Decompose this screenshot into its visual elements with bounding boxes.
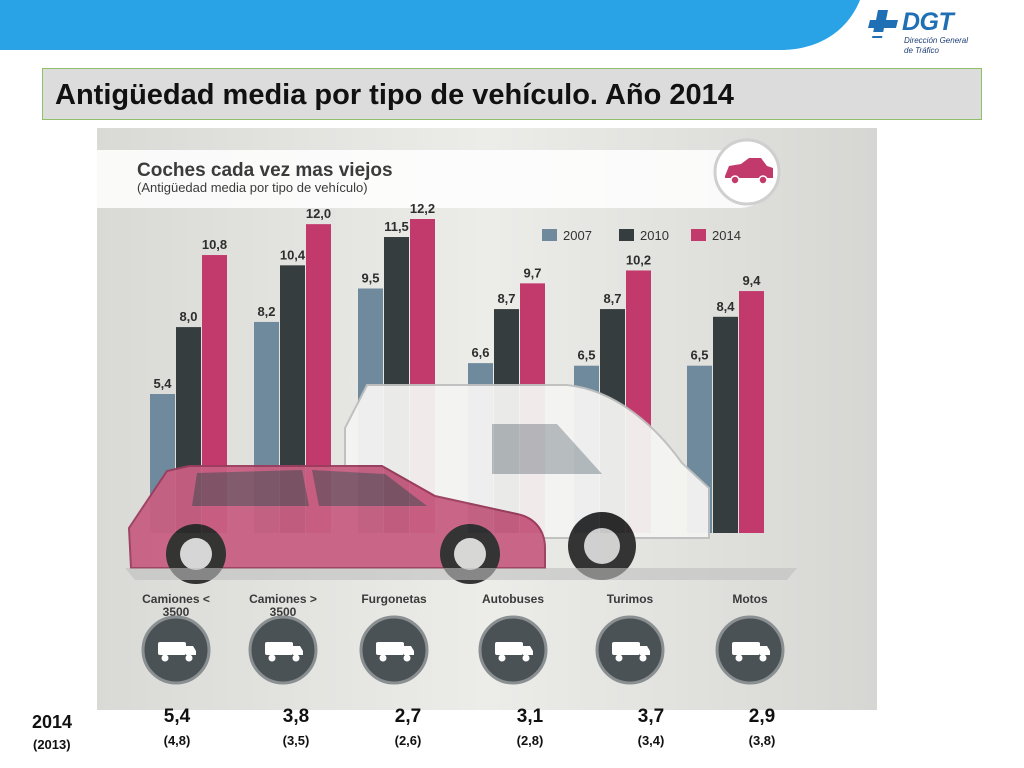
dgt-emblem-icon [868,10,898,38]
legend-swatch-2007 [542,229,557,241]
bus-icon [478,615,548,685]
bar-label-2007-1: 8,2 [257,304,275,319]
bar-label-2007-0: 5,4 [153,376,172,391]
category-label-0: Camiones <3500 [142,592,210,619]
category-label-2: Furgonetas [361,592,427,606]
large-truck-icon [248,615,318,685]
bar-2010-5 [713,316,738,533]
chart-subtitle: (Antigüedad media por tipo de vehículo) [137,180,368,195]
small-truck-icon [141,615,211,685]
stats-year-label: 2014 [32,712,73,732]
bar-label-2010-2: 11,5 [384,219,409,234]
bar-label-2010-3: 8,7 [497,291,515,306]
stat-value-camiones-lt-3500: 5,4 [163,706,191,727]
bar-2014-5 [739,291,764,533]
van-icon [359,615,429,685]
dgt-logo: DGT Dirección General de Tráfico [868,6,1018,62]
brand-name: DGT [902,8,954,36]
category-label-5: Motos [732,592,768,606]
bar-label-2010-0: 8,0 [179,309,197,324]
bar-label-2007-5: 6,5 [690,348,708,363]
stat-prev-furgonetas: (2,6) [394,733,422,748]
motorcycle-icon [715,615,785,685]
car-icon [595,615,665,685]
bar-label-2007-2: 9,5 [361,270,379,285]
stat-value-motos: 2,9 [748,706,776,727]
brand-subtitle-2: de Tráfico [904,46,939,55]
page-title: Antigüedad media por tipo de vehículo. A… [55,79,734,111]
legend-swatch-2014 [691,229,706,241]
stat-prev-turimos: (3,4) [637,733,665,748]
bar-label-2014-0: 10,8 [202,237,227,252]
road-stripes [125,568,797,580]
legend-swatch-2010 [619,229,634,241]
chart-categories: Camiones <3500 Camiones >3500 Furgonetas Au… [141,592,785,685]
bar-label-2007-4: 6,5 [577,348,595,363]
header-band-shape [0,0,1024,50]
category-label-3: Autobuses [482,592,544,606]
stat-prev-camiones-lt-3500: (4,8) [163,733,191,748]
legend-label-2007: 2007 [563,228,592,243]
chart-title: Coches cada vez mas viejos [137,160,393,181]
bar-label-2007-3: 6,6 [471,345,489,360]
brand-subtitle-1: Dirección General [904,36,969,45]
category-label-4: Turimos [607,592,654,606]
legend-label-2010: 2010 [640,228,669,243]
bar-label-2010-5: 8,4 [716,299,735,314]
bar-label-2014-5: 9,4 [742,273,761,288]
category-label-1: Camiones >3500 [249,592,317,619]
stat-value-autobuses: 3,1 [516,706,544,727]
stat-value-turimos: 3,7 [637,706,665,727]
bar-chart: Coches cada vez mas viejos (Antigüedad m… [97,138,797,685]
bar-label-2014-2: 12,2 [410,201,435,216]
bar-label-2010-4: 8,7 [603,291,621,306]
stats-prev-year-label: (2013) [33,737,71,752]
header-band [0,0,1024,50]
stat-value-camiones-gt-3500: 3,8 [282,706,310,727]
chart-header-strip [97,150,767,208]
decorative-vehicles [125,384,797,584]
stat-prev-motos: (3,8) [748,733,776,748]
legend-label-2014: 2014 [712,228,741,243]
stat-value-furgonetas: 2,7 [394,706,422,727]
page-title-box: Antigüedad media por tipo de vehículo. A… [42,68,982,120]
bar-label-2014-4: 10,2 [626,252,651,267]
bar-label-2014-3: 9,7 [523,265,541,280]
stat-prev-autobuses: (2,8) [516,733,544,748]
bar-label-2014-1: 12,0 [306,206,331,221]
bar-label-2010-1: 10,4 [280,247,306,262]
stat-prev-camiones-gt-3500: (3,5) [282,733,310,748]
car-badge-icon [725,158,773,185]
chart-legend: 2007 2010 2014 [542,228,741,243]
infographic-panel: Coches cada vez mas viejos (Antigüedad m… [97,128,877,710]
